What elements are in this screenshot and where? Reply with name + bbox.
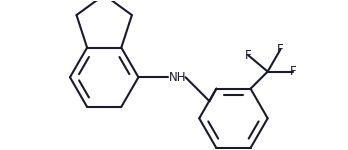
Text: NH: NH xyxy=(168,71,186,84)
Text: F: F xyxy=(277,43,284,56)
Text: F: F xyxy=(290,65,296,78)
Text: F: F xyxy=(245,49,251,62)
